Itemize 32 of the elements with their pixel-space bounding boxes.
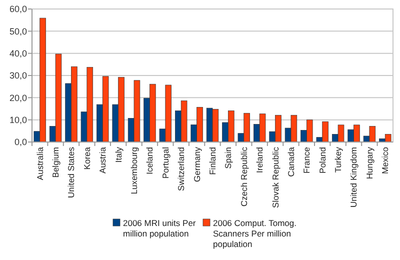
y-tick-label: 30,0	[9, 70, 27, 81]
x-tick-label: Switzerland	[176, 146, 186, 191]
x-tick-label: Hungary	[364, 146, 374, 180]
x-tick-label: Korea	[82, 146, 92, 170]
x-tick-label: Iceland	[144, 146, 155, 174]
y-tick-label: 40,0	[9, 48, 27, 58]
legend-label: 2006 MRI units Per million population	[123, 218, 196, 238]
x-tick-label: France	[302, 146, 312, 174]
x-tick-label: United States	[66, 147, 76, 198]
x-tick-label: Italy	[113, 146, 124, 163]
y-tick-label: 20,0	[9, 92, 27, 103]
x-tick-label: Germany	[192, 146, 202, 182]
x-tick-label: United Kingdom	[348, 147, 359, 208]
x-tick-label: Mexico	[380, 146, 390, 174]
x-tick-label: Finland	[207, 146, 218, 175]
x-tick-label: Spain	[223, 146, 234, 169]
x-tick-label: Turkey	[333, 146, 344, 173]
y-tick-label: 60,0	[9, 4, 27, 14]
x-tick-label: Ireland	[254, 146, 265, 173]
legend-label: 2006 Comput. Tomog. Scanners Per million population	[213, 218, 296, 249]
x-tick-label: Luxembourg	[128, 146, 139, 194]
x-tick-label: Czech Republic	[238, 146, 249, 207]
y-tick-label: 50,0	[9, 26, 27, 36]
x-tick-label: Poland	[317, 146, 328, 174]
x-tick-label: Australia	[34, 146, 45, 180]
y-tick-label: 10,0	[9, 114, 27, 125]
y-tick-label: 0,0	[14, 137, 27, 148]
x-tick-label: Canada	[286, 146, 296, 177]
x-tick-label: Belgium	[50, 147, 61, 178]
x-tick-label: Portugal	[160, 146, 170, 179]
x-tick-label: Austria	[98, 146, 108, 174]
x-tick-label: Slovak Republic	[270, 146, 280, 208]
